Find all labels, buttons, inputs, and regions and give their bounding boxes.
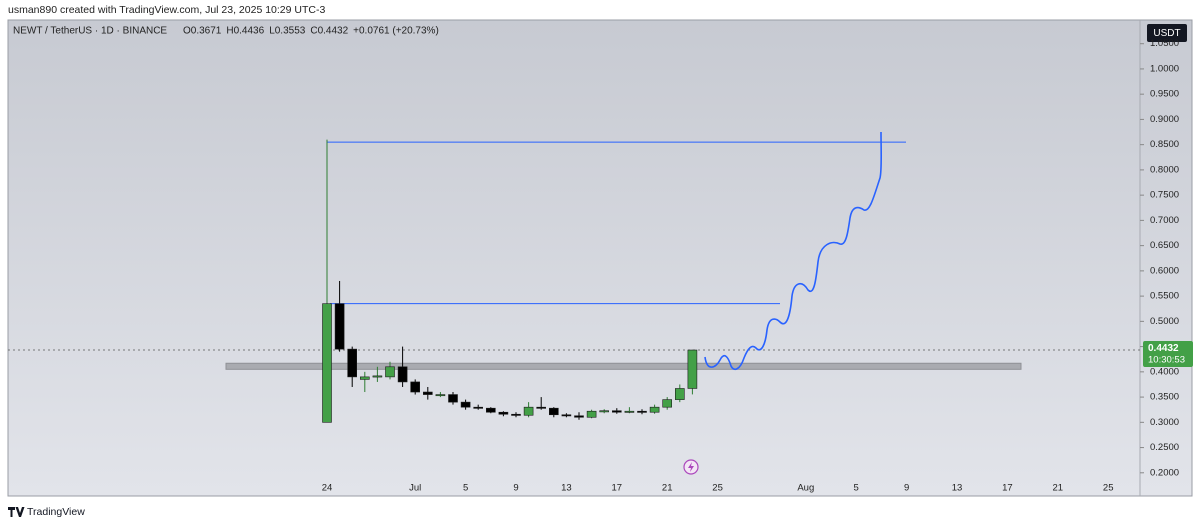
last-price-tag [1143,341,1193,368]
x-tick-label: Aug [797,483,814,494]
x-tick-label: 9 [513,483,518,494]
x-tick-label: 21 [662,483,673,494]
legend-value: H0.4436 [226,26,264,37]
legend-value: L0.3553 [269,26,306,37]
x-tick-label: 17 [612,483,623,494]
candle-body [498,411,509,415]
candle-body [435,394,446,397]
x-tick-label: 25 [1103,483,1114,494]
currency-label[interactable]: USDT [1153,28,1180,39]
y-tick-label: 1.0500 [1150,38,1179,49]
last-price-label: 0.4432 [1148,343,1179,354]
x-tick-label: 5 [463,483,468,494]
candle-body [347,348,358,378]
x-tick-label: 17 [1002,483,1013,494]
candle-body [322,303,332,423]
event-icon[interactable] [683,459,699,475]
currency-button[interactable] [1147,24,1187,42]
y-tick-label: 0.9000 [1150,114,1179,125]
footer: TradingView [8,506,85,518]
x-tick-label: 24 [322,483,333,494]
candle-body [637,410,647,413]
y-tick-label: 0.8000 [1150,164,1179,175]
candle-body [334,303,345,350]
footer-logo [8,507,25,517]
symbol-legend: NEWT / TetherUS · 1D · BINANCE O0.3671 H0… [13,26,439,37]
legend-value: O0.3671 [183,26,222,37]
candle-body [422,391,433,395]
x-tick-label: 9 [904,483,909,494]
symbol-title: NEWT / TetherUS · 1D · BINANCE [13,26,167,37]
y-tick-label: 0.4000 [1150,366,1179,377]
candle-body [611,410,622,413]
candle-body [687,349,698,389]
candle-body [410,381,421,393]
y-tick-label: 0.6000 [1150,265,1179,276]
legend-value: +0.0761 (+20.73%) [353,26,439,37]
y-tick-label: 0.6500 [1150,240,1179,251]
y-tick-label: 0.2000 [1150,467,1179,478]
candle-body [397,366,408,383]
x-tick-label: Jul [409,483,421,494]
y-tick-label: 0.3500 [1150,392,1179,403]
plot-background [7,19,1193,497]
candle-body [586,410,597,418]
countdown-label: 10:30:53 [1148,355,1185,366]
candle-body [448,394,458,403]
candle-body [460,401,471,408]
y-tick-label: 0.2500 [1150,442,1179,453]
candle-body [385,366,395,378]
projection-path [704,131,883,371]
x-tick-label: 13 [561,483,572,494]
legend-value: C0.4432 [310,26,348,37]
footer-text: TradingView [27,506,85,518]
x-tick-label: 13 [952,483,963,494]
candle-body [649,406,660,413]
support-zone [225,362,1022,370]
candle-body [372,375,383,378]
candle-body [485,407,496,413]
header-text: usman890 created with TradingView.com, J… [8,4,325,16]
candle-body [548,407,559,416]
candle-body [662,399,673,408]
x-tick-label: 5 [854,483,859,494]
candle-body [624,410,635,413]
candle-body [674,388,685,400]
candle-body [473,406,484,409]
y-tick-label: 0.9500 [1150,89,1179,100]
y-tick-label: 0.8500 [1150,139,1179,150]
candle-body [536,406,547,409]
candle-body [561,414,572,417]
candle-body [511,413,521,416]
y-tick-label: 0.5500 [1150,291,1179,302]
event-icon-bolt[interactable] [688,462,694,472]
candle-body [359,376,370,380]
y-tick-label: 0.7500 [1150,190,1179,201]
candle-body [599,410,610,413]
y-tick-label: 1.0000 [1150,63,1179,74]
candle-body [574,415,584,418]
y-tick-label: 0.7000 [1150,215,1179,226]
candle-body [523,406,534,416]
x-tick-label: 25 [712,483,723,494]
y-tick-label: 0.5000 [1150,316,1179,327]
y-tick-label: 0.3000 [1150,417,1179,428]
x-tick-label: 21 [1053,483,1064,494]
